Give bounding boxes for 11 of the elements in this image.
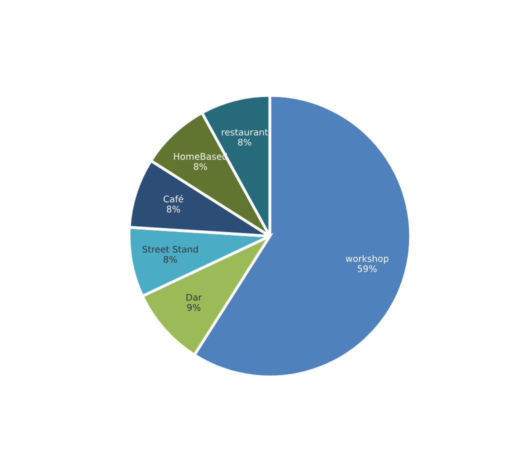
slice-label: restaurant — [222, 129, 268, 136]
slice-label: workshop — [346, 254, 388, 264]
data-label: 8% — [194, 163, 208, 170]
slice-label: Café — [164, 195, 184, 202]
data-label: 8% — [164, 256, 177, 263]
slice-label: Street Stand — [142, 246, 198, 253]
data-label: 8% — [238, 138, 252, 146]
data-label: 59% — [358, 265, 377, 272]
data-label: 8% — [166, 206, 180, 212]
data-label: 9% — [187, 304, 200, 311]
slice-label: Dar — [186, 294, 202, 301]
